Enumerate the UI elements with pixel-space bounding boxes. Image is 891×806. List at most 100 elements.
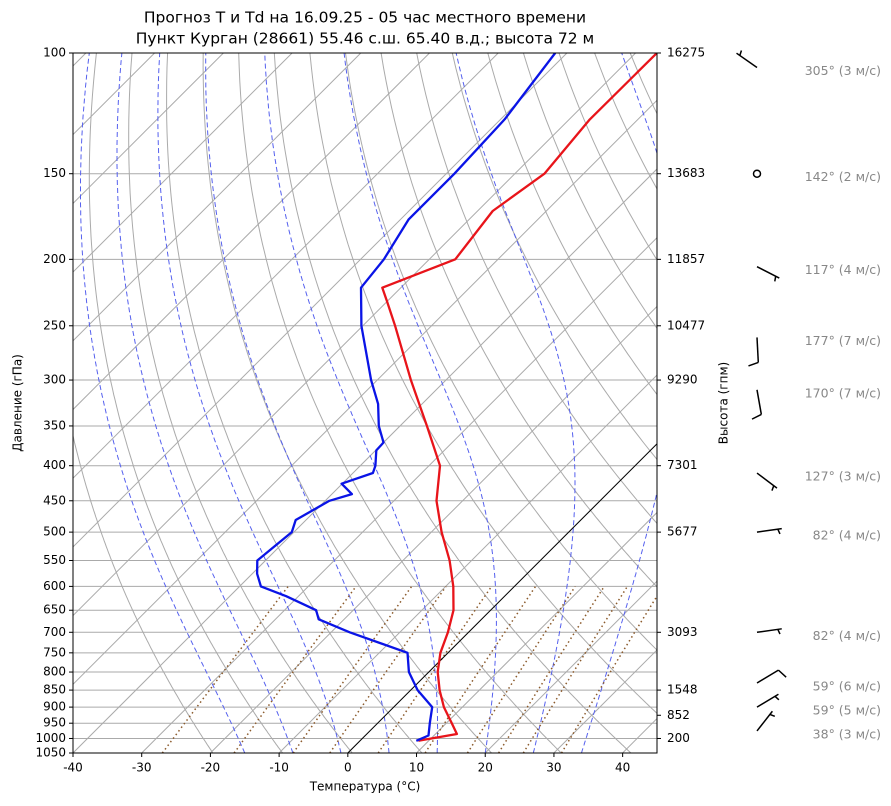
y2-tick-label: 200 — [667, 731, 690, 745]
y-tick-label: 800 — [43, 665, 66, 679]
mixing-ratio-line — [161, 585, 289, 753]
y-tick-label: 750 — [43, 645, 66, 659]
dry-adiabat — [666, 53, 891, 753]
y-tick-label: 950 — [43, 716, 66, 730]
y2-tick-label: 16275 — [667, 46, 705, 60]
y2-tick-label: 13683 — [667, 166, 705, 180]
barb-feather — [777, 528, 781, 535]
wind-barb — [756, 266, 780, 282]
dry-adiabat — [451, 53, 657, 461]
wind-label: 117° (4 м/с) — [805, 262, 881, 277]
wind-barb — [756, 527, 782, 535]
isotherm — [73, 53, 568, 548]
dry-adiabat — [773, 53, 891, 753]
dry-adiabat — [844, 53, 891, 753]
isotherm — [73, 99, 657, 686]
x-tick-label: -30 — [132, 761, 152, 775]
barb-feather — [774, 276, 777, 282]
y-tick-label: 150 — [43, 166, 66, 180]
dry-adiabat — [380, 53, 657, 588]
mixing-ratio-line — [377, 585, 493, 753]
y2-tick-label: 5677 — [667, 525, 698, 539]
barb-staff — [756, 266, 780, 279]
dry-adiabat — [522, 53, 657, 330]
isotherm — [622, 717, 657, 753]
y2-tick-label: 1548 — [667, 683, 698, 697]
isotherm — [278, 374, 657, 753]
y2-tick-label: 3093 — [667, 625, 698, 639]
x-tick-label: -10 — [269, 761, 289, 775]
wind-barb — [756, 628, 782, 635]
y-tick-label: 900 — [43, 700, 66, 714]
dry-adiabat — [73, 433, 214, 753]
x-tick-label: 30 — [546, 761, 561, 775]
y-tick-label: 1000 — [35, 731, 66, 745]
isotherm — [73, 53, 636, 617]
x-tick-label: 0 — [344, 761, 352, 775]
y-tick-label: 300 — [43, 373, 66, 387]
profiles — [255, 53, 657, 742]
isotherm — [73, 168, 657, 753]
mixing-ratio-line — [560, 594, 657, 753]
wind-barb — [751, 389, 763, 420]
dry-adiabat — [487, 53, 657, 396]
barb-feather — [751, 413, 762, 420]
barb-feather — [777, 629, 781, 635]
wind-label: 59° (5 м/с) — [813, 703, 881, 718]
barb-feather — [774, 695, 780, 701]
moist-adiabat — [343, 53, 497, 753]
wind-barb — [748, 337, 760, 367]
isotherm — [73, 53, 499, 479]
y-tick-label: 350 — [43, 418, 66, 432]
wind-barb — [756, 710, 776, 732]
isotherm — [760, 53, 891, 753]
y-tick-label: 700 — [43, 625, 66, 639]
barb-feather — [739, 50, 743, 56]
plot-frame — [72, 52, 658, 754]
chart-title: Прогноз T и Td на 16.09.25 - 05 час мест… — [144, 9, 586, 27]
barb-staff — [756, 693, 779, 708]
isotherm — [73, 53, 430, 411]
moist-adiabat — [205, 53, 390, 753]
barb-feather — [748, 361, 759, 367]
y-tick-label: 650 — [43, 603, 66, 617]
y-tick-label: 400 — [43, 458, 66, 472]
wind-label: 142° (2 м/с) — [805, 169, 881, 184]
calm-circle — [752, 169, 762, 178]
y-tick-label: 200 — [43, 252, 66, 266]
barb-staff — [756, 337, 760, 363]
y-tick-label: 850 — [43, 683, 66, 697]
wind-label: 127° (3 м/с) — [805, 469, 881, 484]
dry-adiabat — [629, 53, 657, 115]
isotherm — [73, 53, 362, 342]
x-tick-label: 10 — [409, 761, 424, 775]
wind-barb — [736, 50, 758, 69]
dry-adiabat — [202, 53, 492, 753]
isotherm — [347, 443, 657, 753]
wind-label: 82° (4 м/с) — [813, 628, 881, 643]
barb-staff — [756, 472, 778, 489]
wind-label: 170° (7 м/с) — [805, 385, 881, 400]
x-tick-label: -20 — [201, 761, 221, 775]
x-tick-label: 40 — [615, 761, 630, 775]
y-tick-label: 600 — [43, 579, 66, 593]
barb-staff — [756, 669, 779, 684]
y-tick-label: 450 — [43, 493, 66, 507]
moist-adiabat — [157, 53, 342, 753]
barb-staff — [756, 527, 782, 533]
isotherm — [210, 305, 657, 753]
y2-tick-label: 7301 — [667, 458, 698, 472]
wind-label: 59° (6 м/с) — [813, 679, 881, 694]
x-axis-label: Температура (°C) — [309, 780, 421, 794]
wind-barb — [756, 472, 778, 491]
barb-staff — [756, 710, 773, 732]
y-axis-label: Давление (гПа) — [11, 354, 25, 452]
barb-feather — [769, 713, 776, 717]
wind-barb — [756, 669, 787, 684]
dry-adiabat — [166, 53, 423, 753]
moist-adiabat — [80, 53, 246, 753]
barb-feather — [771, 485, 775, 491]
y2-tick-label: 852 — [667, 708, 690, 722]
isotherm — [73, 53, 224, 205]
